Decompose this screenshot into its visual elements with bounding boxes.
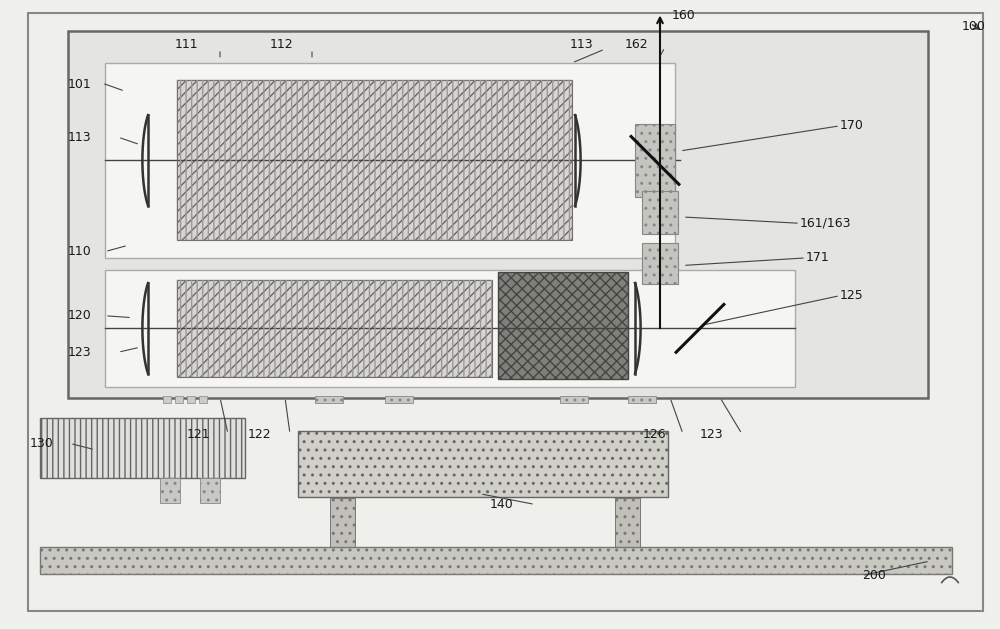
Text: 125: 125 (840, 289, 864, 302)
Text: 162: 162 (625, 38, 649, 50)
Bar (330, 498, 355, 547)
Bar (163, 396, 171, 403)
Bar (105, 63, 675, 258)
Bar (40, 547, 952, 574)
Bar (40, 418, 245, 478)
Bar (315, 396, 343, 403)
Text: 101: 101 (68, 79, 92, 91)
Bar (615, 498, 640, 547)
Bar (628, 396, 656, 403)
Bar (177, 80, 572, 240)
Text: 112: 112 (270, 38, 294, 50)
Bar (177, 280, 492, 377)
Text: 111: 111 (175, 38, 199, 50)
Bar (560, 396, 588, 403)
Text: 100: 100 (962, 20, 986, 33)
Text: 123: 123 (700, 428, 724, 440)
Text: 171: 171 (806, 252, 830, 264)
Text: 140: 140 (490, 498, 514, 511)
Bar (175, 396, 183, 403)
Text: 200: 200 (862, 569, 886, 582)
Text: 130: 130 (30, 437, 54, 450)
Text: 161/163: 161/163 (800, 217, 852, 230)
Bar (385, 396, 413, 403)
Bar (498, 272, 628, 379)
Text: 123: 123 (68, 346, 92, 359)
Bar (177, 80, 572, 240)
Text: 160: 160 (672, 9, 696, 22)
Bar (187, 396, 195, 403)
Text: 122: 122 (248, 428, 272, 440)
Text: 120: 120 (68, 309, 92, 322)
Bar (642, 243, 678, 284)
Text: 113: 113 (570, 38, 594, 50)
Text: 170: 170 (840, 120, 864, 132)
Text: 110: 110 (68, 245, 92, 258)
Bar (68, 31, 928, 398)
Bar (200, 478, 220, 503)
Bar (105, 270, 795, 387)
Bar (298, 431, 668, 497)
Bar (642, 191, 678, 234)
Text: 113: 113 (68, 131, 92, 143)
Bar (199, 396, 207, 403)
Bar (177, 280, 492, 377)
Bar (635, 124, 675, 197)
Bar (160, 478, 180, 503)
Text: 121: 121 (187, 428, 211, 440)
Text: 126: 126 (643, 428, 667, 440)
